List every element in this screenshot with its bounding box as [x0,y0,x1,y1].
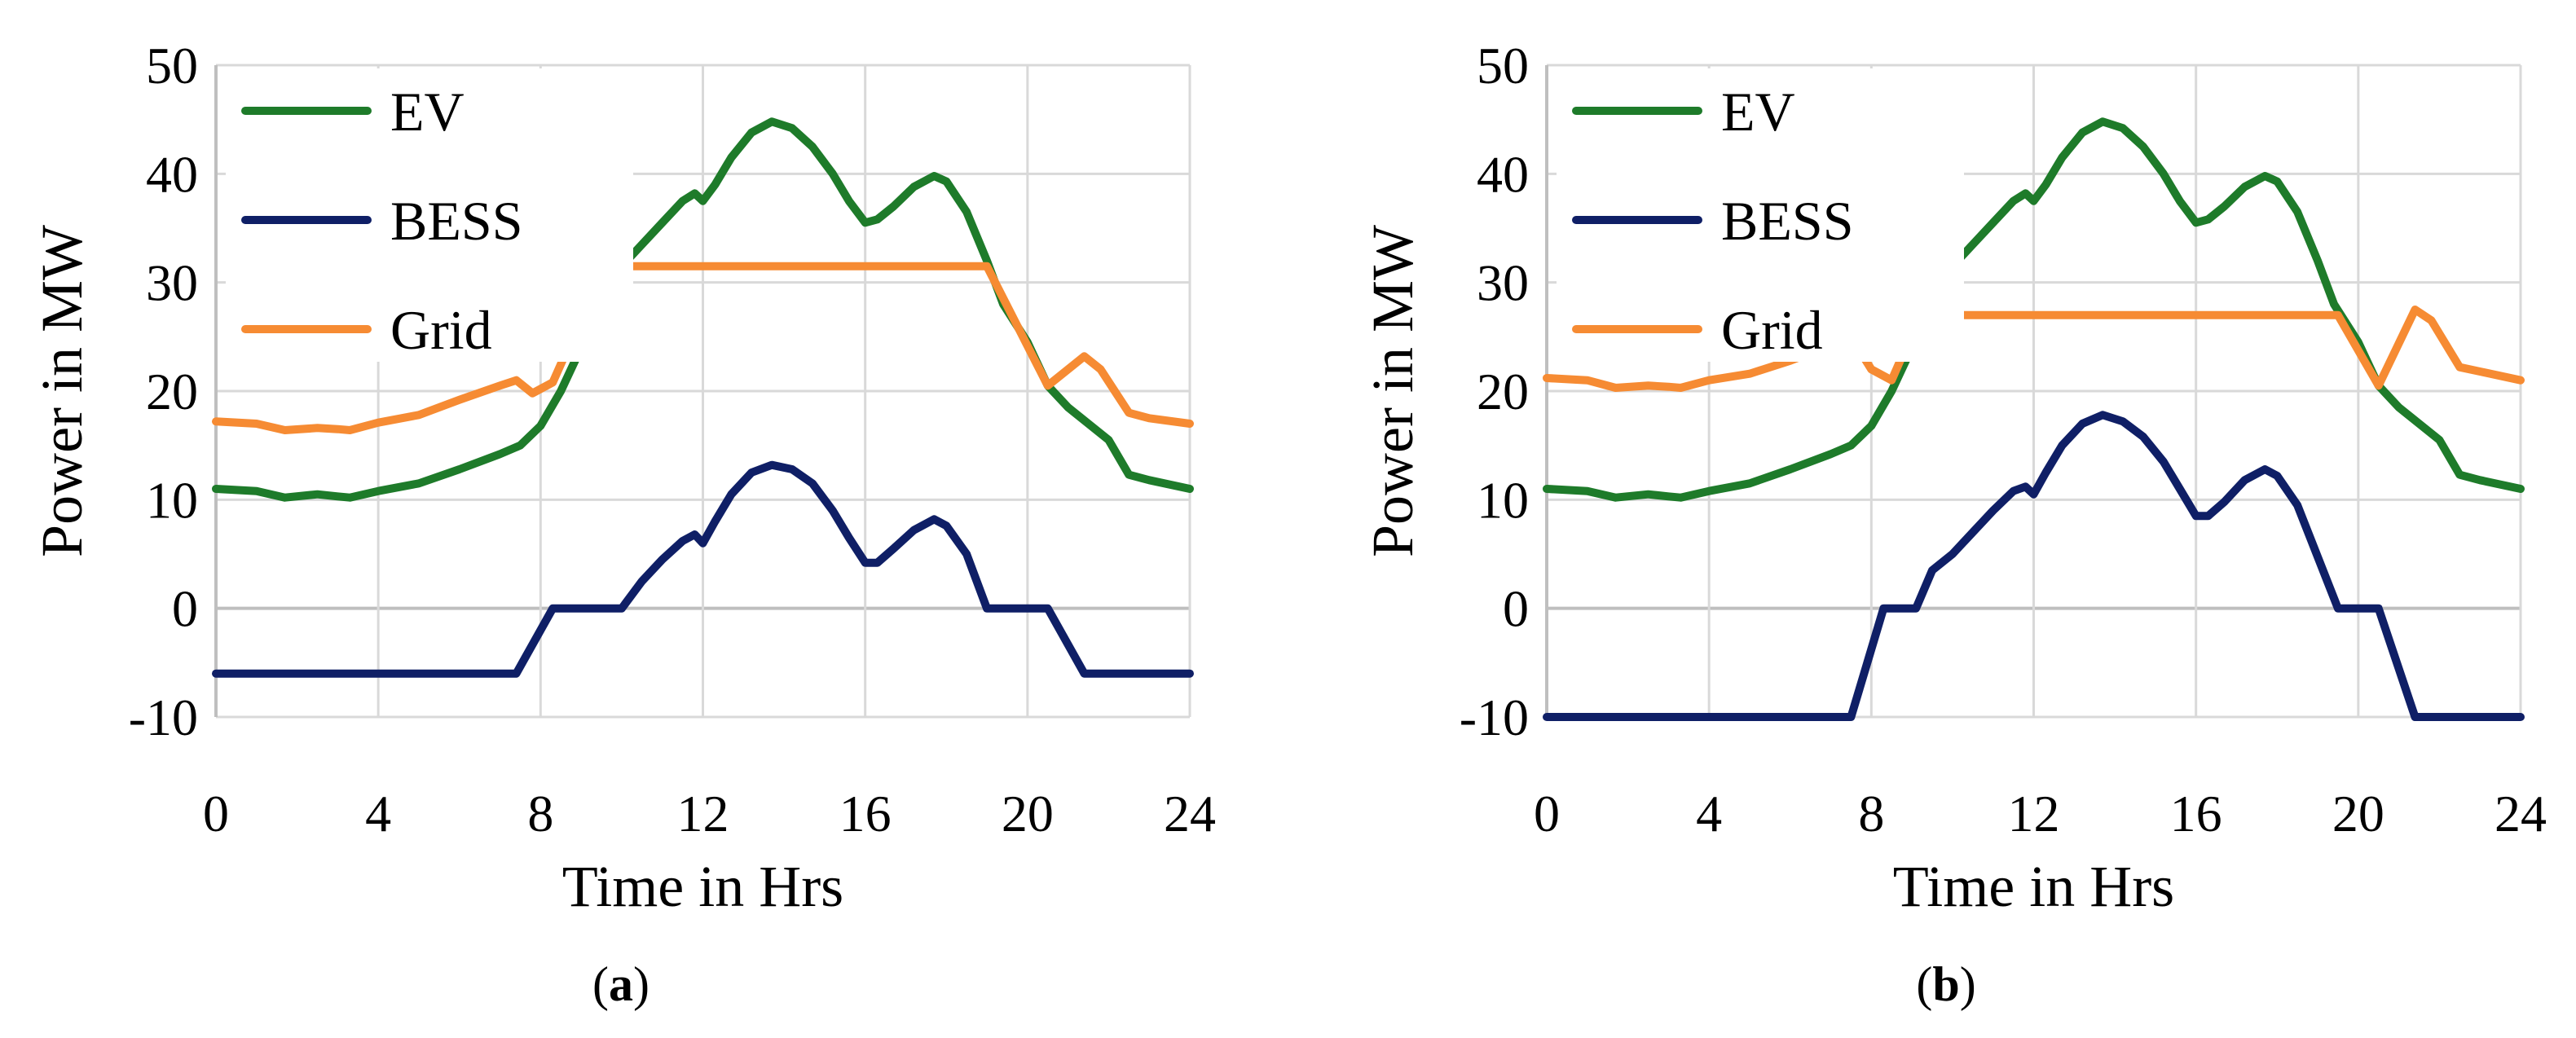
x-tick-label: 12 [677,785,729,842]
series-line-grid [212,262,1194,434]
legend-label-ev: EV [390,81,465,143]
legend-label-bess: BESS [390,190,523,252]
x-tick-label: 24 [2495,785,2547,842]
x-tick-label: 4 [365,785,391,842]
x-tick-label: 0 [203,785,229,842]
x-tick-label: 24 [1164,785,1216,842]
y-tick-label: 10 [146,471,198,529]
x-tick-label: 20 [2332,785,2384,842]
y-tick-label: 50 [146,37,198,95]
x-tick-label: 0 [1534,785,1560,842]
y-tick-label: 10 [1477,471,1529,529]
x-tick-label: 8 [527,785,553,842]
caption-close-paren: ) [1960,957,1976,1011]
caption-open-paren: ( [1916,957,1932,1011]
y-tick-label: 0 [1503,580,1529,638]
panel-caption: (b) [1916,957,1975,1011]
x-axis-title: Time in Hrs [562,854,843,919]
y-tick-label: 0 [172,580,198,638]
y-tick-label: 50 [1477,37,1529,95]
x-tick-label: 8 [1858,785,1884,842]
series-line-bess [212,460,1194,678]
legend-label-bess: BESS [1721,190,1854,252]
caption-letter: a [609,957,633,1011]
y-tick-label: -10 [1460,688,1529,746]
caption-letter: b [1932,957,1959,1011]
x-tick-label: 16 [839,785,892,842]
y-tick-label: 40 [1477,145,1529,203]
x-tick-label: 12 [2008,785,2060,842]
legend-label-ev: EV [1721,81,1795,143]
legend-background [1557,68,1964,362]
x-tick-label: 4 [1696,785,1722,842]
y-axis-title: Power in MW [29,225,95,557]
y-tick-label: 30 [1477,254,1529,312]
y-tick-label: 40 [146,145,198,203]
y-tick-label: 20 [1477,363,1529,420]
x-tick-label: 16 [2170,785,2222,842]
caption-close-paren: ) [633,957,650,1011]
x-tick-label: 20 [1002,785,1054,842]
y-tick-label: -10 [129,688,198,746]
y-tick-label: 20 [146,363,198,420]
panel-caption: (a) [592,957,650,1011]
y-tick-label: 30 [146,254,198,312]
legend-label-grid: Grid [1721,299,1823,361]
caption-open-paren: ( [592,957,609,1011]
y-axis-title: Power in MW [1360,225,1425,557]
x-axis-title: Time in Hrs [1893,854,2174,919]
series-line-bess [1543,411,2525,721]
legend-label-grid: Grid [390,299,492,361]
legend-background [226,68,633,362]
